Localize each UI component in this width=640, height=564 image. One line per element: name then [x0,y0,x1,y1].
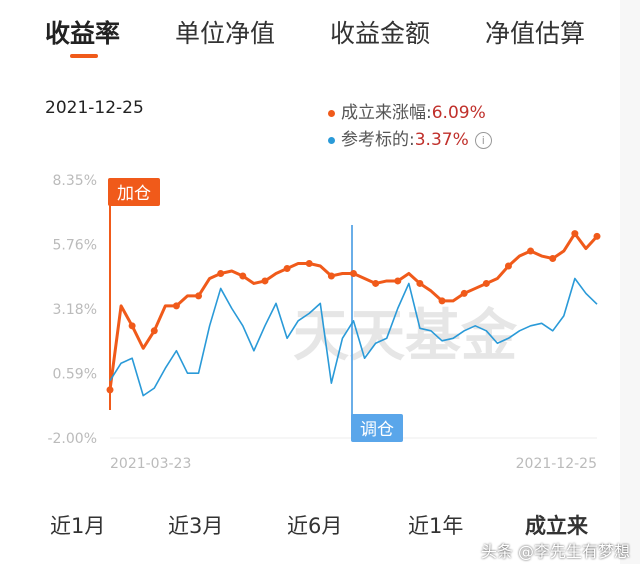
active-tab-indicator [70,54,98,58]
legend-label: 参考标的: [341,130,415,150]
fund-point [571,230,579,238]
fund-point [438,297,446,305]
tab-amount[interactable]: 收益金额 [330,19,431,48]
period-3m[interactable]: 近3月 [168,514,224,538]
fund-point [106,386,114,394]
y-tick-label: 5.76% [53,238,97,254]
fund-point [239,272,247,280]
info-icon[interactable]: i [474,131,492,149]
fund-point [549,255,557,263]
x-tick-start: 2021-03-23 [110,456,191,472]
period-since-inception[interactable]: 成立来 [525,514,588,538]
fund-point [217,269,225,277]
fund-point [195,292,203,300]
y-tick-label: -2.00% [47,431,97,447]
fund-point [283,264,291,272]
tab-yield[interactable]: 收益率 [45,19,121,48]
watermark-logo: 天天基金 [293,304,518,369]
adjust-position-label: 调仓 [360,420,394,440]
legend-fund: 成立来涨幅:6.09% [328,98,486,123]
legend-dot-orange [328,109,335,117]
fund-point [482,279,490,287]
period-1m[interactable]: 近1月 [50,514,106,538]
legend-dot-blue [328,136,335,144]
x-tick-end: 2021-12-25 [516,456,597,472]
fund-point [394,277,402,285]
side-strip [620,0,640,564]
fund-point [327,272,335,280]
fund-point [527,247,535,255]
adjust-position-badge[interactable] [351,414,403,442]
top-tabs: 收益率 单位净值 收益金额 净值估算 [0,14,640,64]
fund-point [504,262,512,270]
watermark-text: 头条 @李先生有梦想 [480,542,630,561]
y-tick-label: 0.59% [53,367,97,383]
fund-point [261,277,269,285]
benchmark-line [109,277,598,397]
legend-value: 6.09% [431,103,486,123]
legend-label: 成立来涨幅: [341,103,432,123]
fund-point [150,327,158,335]
add-position-label: 加仓 [117,184,151,204]
legend-value: 3.37% [414,130,469,150]
y-tick-label: 3.18% [53,302,97,318]
period-6m[interactable]: 近6月 [287,514,343,538]
fund-point [128,322,136,330]
fund-point [416,279,424,287]
fund-point [172,302,180,310]
chart-date: 2021-12-25 [45,98,144,118]
fund-point [460,289,468,297]
fund-point [350,269,357,277]
period-1y[interactable]: 近1年 [408,514,464,538]
fund-point [593,232,601,240]
fund-point [305,260,313,268]
legend-benchmark: 参考标的:3.37% i [328,125,492,150]
y-tick-label: 8.35% [53,173,97,189]
tab-unit-nav[interactable]: 单位净值 [175,19,276,48]
tab-estimate[interactable]: 净值估算 [485,19,586,48]
add-position-badge[interactable] [108,178,160,206]
fund-point [372,279,380,287]
